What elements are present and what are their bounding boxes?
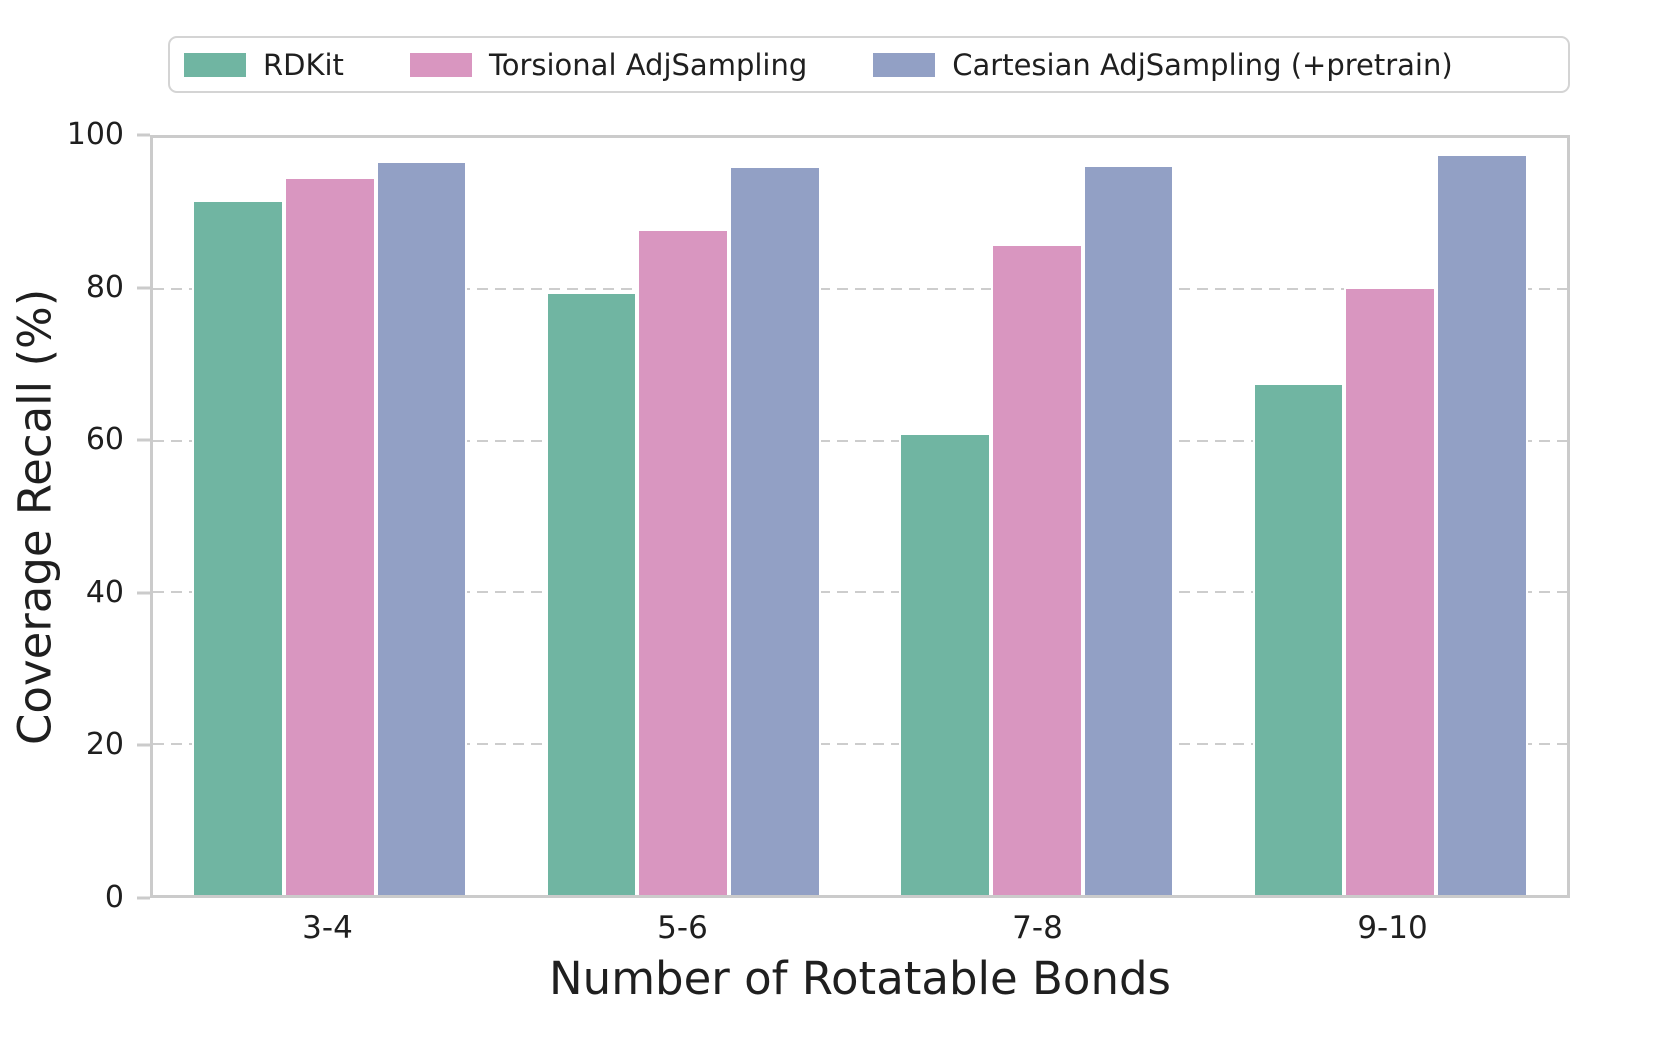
- x-tick-label: 9-10: [1357, 910, 1428, 946]
- x-tick-label: 3-4: [302, 910, 353, 946]
- bar: [283, 177, 376, 895]
- y-tick-label: 100: [66, 116, 124, 152]
- bar: [899, 433, 991, 895]
- bar: [192, 200, 284, 895]
- bar: [1436, 153, 1528, 895]
- bar-group: [1214, 138, 1568, 895]
- y-tick-label: 40: [85, 574, 124, 610]
- y-tick-mark: [137, 743, 150, 747]
- legend-label: RDKit: [263, 47, 344, 82]
- y-tick-mark: [137, 591, 150, 595]
- legend-item: RDKit: [184, 48, 344, 82]
- legend-swatch: [184, 52, 246, 77]
- gridline: [153, 742, 1567, 745]
- bar: [375, 160, 468, 895]
- y-tick-label: 80: [85, 269, 124, 305]
- bar: [1082, 165, 1175, 895]
- bar-group: [860, 138, 1214, 895]
- chart-legend: RDKit Torsional AdjSampling Cartesian AdjS…: [168, 36, 1570, 93]
- y-tick-mark: [137, 286, 150, 290]
- x-tick-label: 5-6: [657, 910, 708, 946]
- legend-label: Torsional AdjSampling: [488, 47, 808, 82]
- y-tick-mark: [137, 438, 150, 442]
- gridline: [153, 591, 1567, 594]
- bar-groups: [153, 138, 1567, 895]
- y-tick-mark: [137, 133, 150, 137]
- y-tick-label: 0: [104, 879, 124, 915]
- bar-group: [507, 138, 861, 895]
- bar-group: [153, 138, 507, 895]
- gridline: [153, 288, 1567, 291]
- bar: [637, 228, 730, 895]
- y-tick-label: 20: [85, 727, 124, 763]
- legend-swatch: [873, 52, 936, 77]
- bar: [729, 166, 821, 895]
- legend-item: Cartesian AdjSampling (+pretrain): [873, 47, 1453, 82]
- legend-swatch: [409, 52, 472, 77]
- x-tick-label: 7-8: [1012, 910, 1063, 946]
- y-tick-label: 60: [85, 421, 124, 457]
- plot-area: [150, 135, 1570, 898]
- legend-item: Torsional AdjSampling: [409, 47, 808, 82]
- bar: [990, 243, 1083, 895]
- bar: [545, 291, 638, 895]
- gridline: [153, 439, 1567, 442]
- y-axis: 0 20 40 60 80 100: [0, 117, 150, 915]
- x-axis-ticks: 3-4 5-6 7-8 9-10: [150, 910, 1570, 946]
- x-axis-title: Number of Rotatable Bonds: [549, 952, 1171, 1005]
- bar: [1344, 287, 1437, 895]
- y-tick-mark: [137, 896, 150, 900]
- legend-label: Cartesian AdjSampling (+pretrain): [952, 47, 1453, 82]
- bar: [1252, 383, 1345, 895]
